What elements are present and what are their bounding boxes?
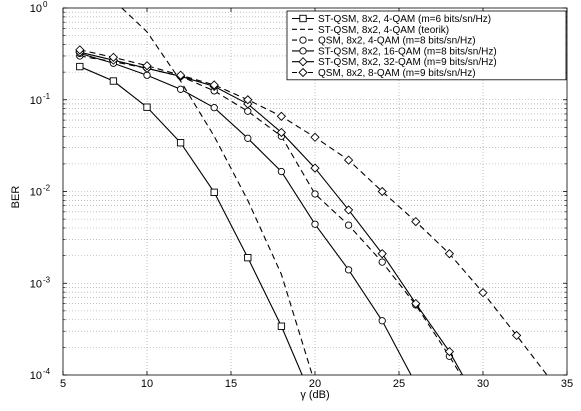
y-tick-label: 10 (30, 278, 42, 290)
series-1-point (244, 254, 252, 262)
series-1-line (79, 66, 303, 375)
grid (63, 8, 567, 375)
legend: ST-QSM, 8x2, 4-QAM (m=6 bits/sn/Hz)ST-QS… (286, 10, 567, 81)
legend-label-4: ST-QSM, 8x2, 16-QAM (m=8 bits/sn/Hz) (318, 46, 497, 57)
series-5-point (343, 205, 354, 215)
series-6-point (209, 80, 219, 90)
x-tick-label: 20 (309, 378, 321, 390)
series-6-point (276, 111, 287, 121)
x-tick-label: 25 (393, 378, 405, 390)
series-5-point (377, 249, 387, 259)
legend-marker-3 (299, 36, 307, 44)
series-4-point (277, 167, 286, 176)
series-5-point (276, 127, 287, 138)
legend-label-3: QSM, 8x2, 4-QAM (m=8 bits/sn/Hz) (318, 36, 476, 47)
series-4-point (176, 85, 185, 93)
series-4-point (143, 71, 151, 79)
x-tick-label: 35 (561, 378, 573, 390)
series-5-point (310, 163, 320, 173)
x-tick-label: 10 (141, 378, 153, 390)
series-2-line (121, 8, 313, 375)
series-group (75, 8, 548, 375)
legend-label-6: QSM, 8x2, 8-QAM (m=9 bits/sn/Hz) (318, 68, 476, 79)
x-tick-label: 15 (225, 378, 237, 390)
series-3-point (378, 258, 386, 266)
y-tick-exponent: -2 (43, 184, 51, 193)
series-6-point (108, 52, 119, 62)
series-2 (121, 8, 313, 375)
series-4-point (244, 134, 252, 142)
series-3-point (311, 190, 319, 198)
series-1-point (76, 62, 84, 71)
series-4-point (344, 266, 353, 274)
series-3-point (244, 107, 252, 115)
legend-label-5: ST-QSM, 8x2, 32-QAM (m=9 bits/sn/Hz) (318, 57, 497, 68)
series-6-point (175, 70, 186, 80)
series-5-point (411, 298, 421, 309)
series-1-point (277, 322, 286, 330)
y-tick-exponent: -1 (43, 92, 51, 101)
series-6-point (377, 186, 387, 197)
series-6-point (444, 249, 455, 259)
legend-marker-5 (298, 57, 308, 67)
x-tick-label: 30 (477, 378, 489, 390)
series-3-point (344, 221, 353, 229)
series-1-point (176, 139, 185, 147)
y-tick-label: 10 (30, 3, 42, 15)
y-axis-label: BER (10, 186, 22, 209)
series-1-point (109, 77, 118, 85)
y-tick-label: 10 (30, 370, 42, 382)
x-axis-label: γ (dB) (300, 389, 329, 401)
series-6-point (343, 155, 354, 165)
series-1-point (210, 188, 218, 196)
legend-label-1: ST-QSM, 8x2, 4-QAM (m=6 bits/sn/Hz) (318, 14, 491, 25)
series-6-point (75, 45, 85, 55)
y-tick-exponent: -4 (43, 367, 51, 376)
series-6-point (411, 216, 421, 227)
series-6-point (511, 330, 522, 341)
legend-marker-4 (299, 47, 307, 55)
y-tick-exponent: -3 (43, 275, 51, 284)
series-6-point (478, 288, 488, 298)
x-tick-label: 5 (60, 378, 66, 390)
series-6-point (310, 132, 320, 142)
series-4-point (210, 104, 218, 112)
series-1 (76, 62, 303, 375)
series-1-point (143, 103, 151, 111)
series-4-point (378, 317, 386, 325)
y-tick-label: 10 (30, 187, 42, 199)
series-5-point (444, 346, 455, 357)
legend-label-2: ST-QSM, 8x2, 4-QAM (teorik) (318, 25, 449, 36)
legend-marker-6 (298, 67, 308, 78)
y-tick-label: 10 (30, 95, 42, 107)
y-tick-exponent: 0 (43, 0, 48, 9)
series-6-point (243, 95, 253, 105)
series-6-point (142, 61, 152, 71)
legend-marker-1 (299, 14, 307, 23)
legend-box (286, 10, 567, 81)
series-4-point (311, 220, 319, 228)
series-6 (75, 45, 548, 375)
